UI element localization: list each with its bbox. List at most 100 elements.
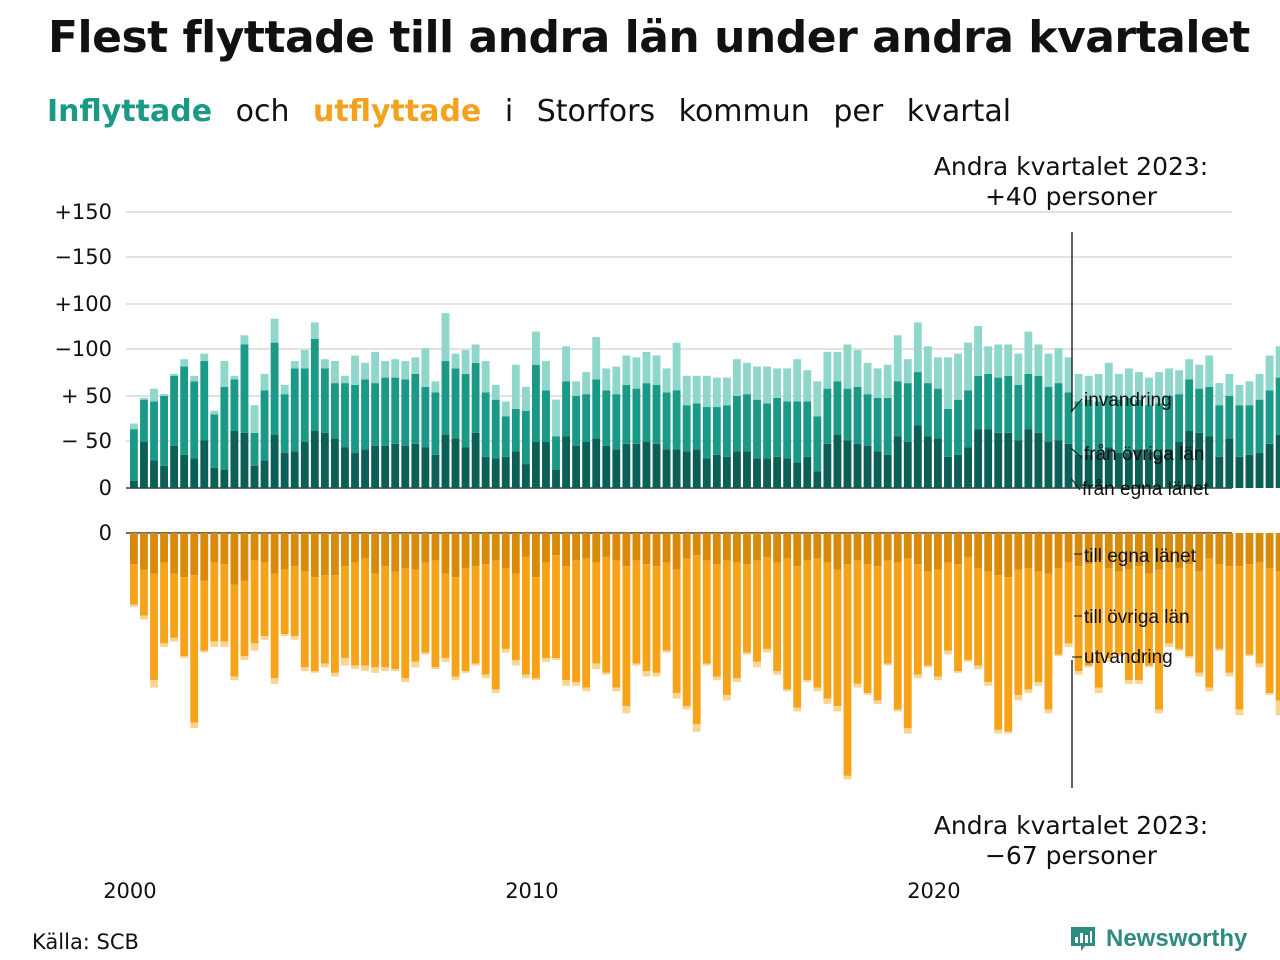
bar-out-utvandring	[833, 705, 842, 712]
bar-out-ovriga	[1054, 567, 1063, 655]
bar-in-ovriga	[341, 383, 349, 448]
bar-out-utvandring	[1104, 658, 1113, 662]
bar-in-invandring	[361, 362, 369, 380]
bar-in-ovriga	[1225, 396, 1234, 439]
bar-out-utvandring	[501, 648, 510, 653]
bar-out-egna	[170, 533, 179, 574]
bar-out-egna	[1165, 533, 1173, 563]
bar-out-ovriga	[160, 562, 168, 644]
bar-in-invandring	[451, 353, 460, 369]
bar-out-egna	[481, 533, 490, 565]
bar-out-egna	[903, 533, 912, 559]
bar-out-ovriga	[1034, 571, 1043, 683]
bar-out-ovriga	[481, 564, 490, 675]
bar-out-egna	[501, 533, 510, 568]
bar-out-ovriga	[391, 571, 400, 670]
bar-in-egna	[944, 456, 952, 488]
bar-out-egna	[411, 533, 420, 570]
bar-in-ovriga	[763, 403, 771, 459]
bar-out-ovriga	[542, 562, 550, 659]
bar-in-egna	[632, 443, 641, 488]
source-note: Källa: SCB	[32, 930, 139, 954]
bar-out-utvandring	[913, 674, 922, 679]
bar-in-egna	[250, 465, 259, 488]
bar-out-egna	[1074, 533, 1083, 567]
bar-out-ovriga	[1014, 569, 1023, 695]
bar-out-utvandring	[1074, 671, 1083, 675]
bar-in-invandring	[632, 357, 641, 389]
series-label-leader	[1070, 398, 1083, 413]
bar-out-egna	[180, 533, 189, 578]
bar-out-ovriga	[974, 567, 983, 666]
bar-in-invandring	[1165, 368, 1173, 396]
bar-out-utvandring	[270, 678, 279, 684]
bar-in-egna	[853, 443, 862, 488]
bar-in-egna	[974, 429, 983, 488]
bar-out-egna	[220, 533, 229, 565]
bar-out-utvandring	[1094, 687, 1103, 694]
bar-out-ovriga	[1235, 566, 1244, 710]
bar-in-ovriga	[562, 381, 570, 437]
bar-in-egna	[582, 442, 591, 488]
bar-out-utvandring	[1044, 709, 1053, 714]
bar-in-invandring	[1064, 357, 1073, 393]
bar-in-invandring	[511, 364, 520, 409]
bar-out-utvandring	[441, 658, 450, 662]
bar-out-egna	[461, 533, 470, 568]
bar-out-ovriga	[441, 573, 450, 659]
bar-in-ovriga	[461, 373, 470, 448]
bar-in-ovriga	[632, 388, 641, 444]
bar-out-ovriga	[712, 564, 721, 677]
bar-out-ovriga	[773, 562, 782, 671]
bar-out-ovriga	[200, 580, 209, 651]
bar-in-ovriga	[1014, 384, 1023, 441]
bar-out-egna	[883, 533, 892, 561]
bar-in-egna	[883, 454, 892, 488]
bar-out-egna	[260, 533, 269, 563]
bar-in-ovriga	[733, 396, 741, 452]
bar-out-ovriga	[873, 566, 882, 701]
bar-out-utvandring	[240, 656, 249, 660]
bar-in-invandring	[341, 375, 349, 384]
bar-in-invandring	[160, 394, 168, 396]
newsworthy-brand[interactable]: Newsworthy	[1068, 924, 1247, 954]
bar-out-ovriga	[210, 562, 219, 642]
bar-in-ovriga	[552, 436, 560, 470]
bar-in-egna	[190, 458, 199, 488]
bar-out-ovriga	[310, 577, 319, 671]
bar-in-invandring	[220, 361, 229, 387]
bar-in-ovriga	[642, 383, 651, 442]
bar-in-invandring	[803, 370, 812, 402]
bar-in-ovriga	[371, 383, 380, 446]
bar-in-egna	[903, 442, 912, 488]
bar-out-egna	[1014, 533, 1023, 570]
bar-out-ovriga	[883, 560, 892, 664]
bar-in-ovriga	[1084, 399, 1093, 455]
bar-in-ovriga	[1104, 396, 1113, 448]
bar-out-egna	[1235, 533, 1244, 567]
bar-in-egna	[521, 464, 530, 488]
bar-out-utvandring	[1024, 689, 1033, 694]
bar-out-egna	[592, 533, 601, 563]
bar-out-utvandring	[722, 694, 731, 701]
bar-in-ovriga	[320, 368, 329, 433]
annotation-bottom-line1: Andra kvartalet 2023:	[934, 811, 1208, 840]
bar-in-egna	[763, 458, 771, 488]
bar-out-ovriga	[1245, 564, 1254, 655]
bar-out-utvandring	[984, 682, 993, 686]
bar-out-ovriga	[1165, 562, 1173, 644]
bar-out-egna	[853, 533, 862, 561]
bar-out-utvandring	[853, 683, 862, 688]
bar-in-ovriga	[783, 401, 792, 459]
bar-in-egna	[542, 442, 550, 488]
bar-out-egna	[270, 533, 279, 574]
bar-in-invandring	[1014, 353, 1023, 385]
bar-in-egna	[451, 438, 460, 488]
bar-out-ovriga	[793, 566, 802, 708]
bar-in-invandring	[893, 335, 902, 382]
y-tick-label-bottom: −150	[54, 245, 112, 269]
bar-out-egna	[1034, 533, 1043, 572]
bar-out-egna	[923, 533, 932, 572]
bar-out-egna	[823, 533, 832, 563]
